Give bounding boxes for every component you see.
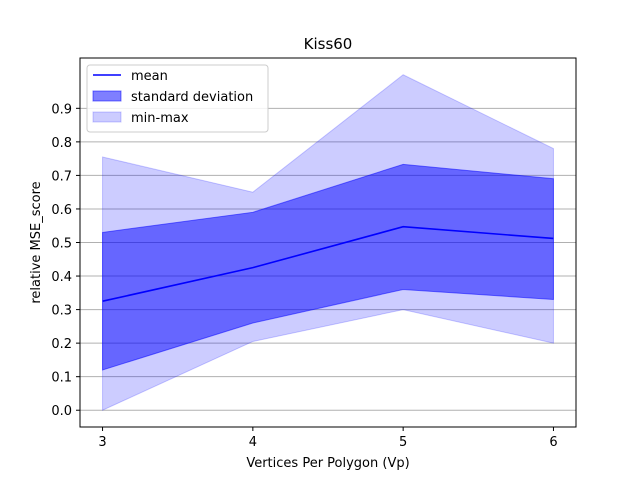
x-tick-label-3: 6 <box>549 435 557 450</box>
y-tick-label-6: 0.6 <box>51 203 72 218</box>
y-tick-label-3: 0.3 <box>51 304 72 319</box>
series-line-mean <box>102 225 554 302</box>
chart-title: Kiss60 <box>304 35 353 53</box>
y-tick-label-8: 0.8 <box>51 136 72 151</box>
x-tick-label-0: 3 <box>98 435 106 450</box>
legend-label-std: standard deviation <box>131 90 253 105</box>
legend-label-mean: mean <box>131 69 168 84</box>
y-tick-label-2: 0.2 <box>51 337 72 352</box>
band-standard-deviation <box>102 163 554 371</box>
legend-std-swatch <box>92 90 122 102</box>
legend-minmax-swatch <box>92 111 122 123</box>
series-lines <box>102 225 554 302</box>
y-tick-label-1: 0.1 <box>51 371 72 386</box>
legend-label-minmax: min-max <box>131 111 189 126</box>
y-tick-label-4: 0.4 <box>51 270 72 285</box>
y-tick-label-7: 0.7 <box>51 169 72 184</box>
legend: mean standard deviation min-max <box>86 64 269 133</box>
x-tick-label-1: 4 <box>249 435 257 450</box>
y-tick-label-5: 0.5 <box>51 237 72 252</box>
x-tick-label-2: 5 <box>399 435 407 450</box>
y-tick-label-0: 0.0 <box>51 404 72 419</box>
y-tick-label-9: 0.9 <box>51 102 72 117</box>
y-axis-label: relative MSE_score <box>29 181 44 303</box>
ticks: 0.0 0.1 0.2 0.3 0.4 0.5 0.6 0.7 0.8 0.9 3 4 5 6 <box>51 102 557 450</box>
x-axis-label: Vertices Per Polygon (Vp) <box>246 456 409 471</box>
legend-frame <box>86 64 269 133</box>
bands <box>102 74 554 412</box>
